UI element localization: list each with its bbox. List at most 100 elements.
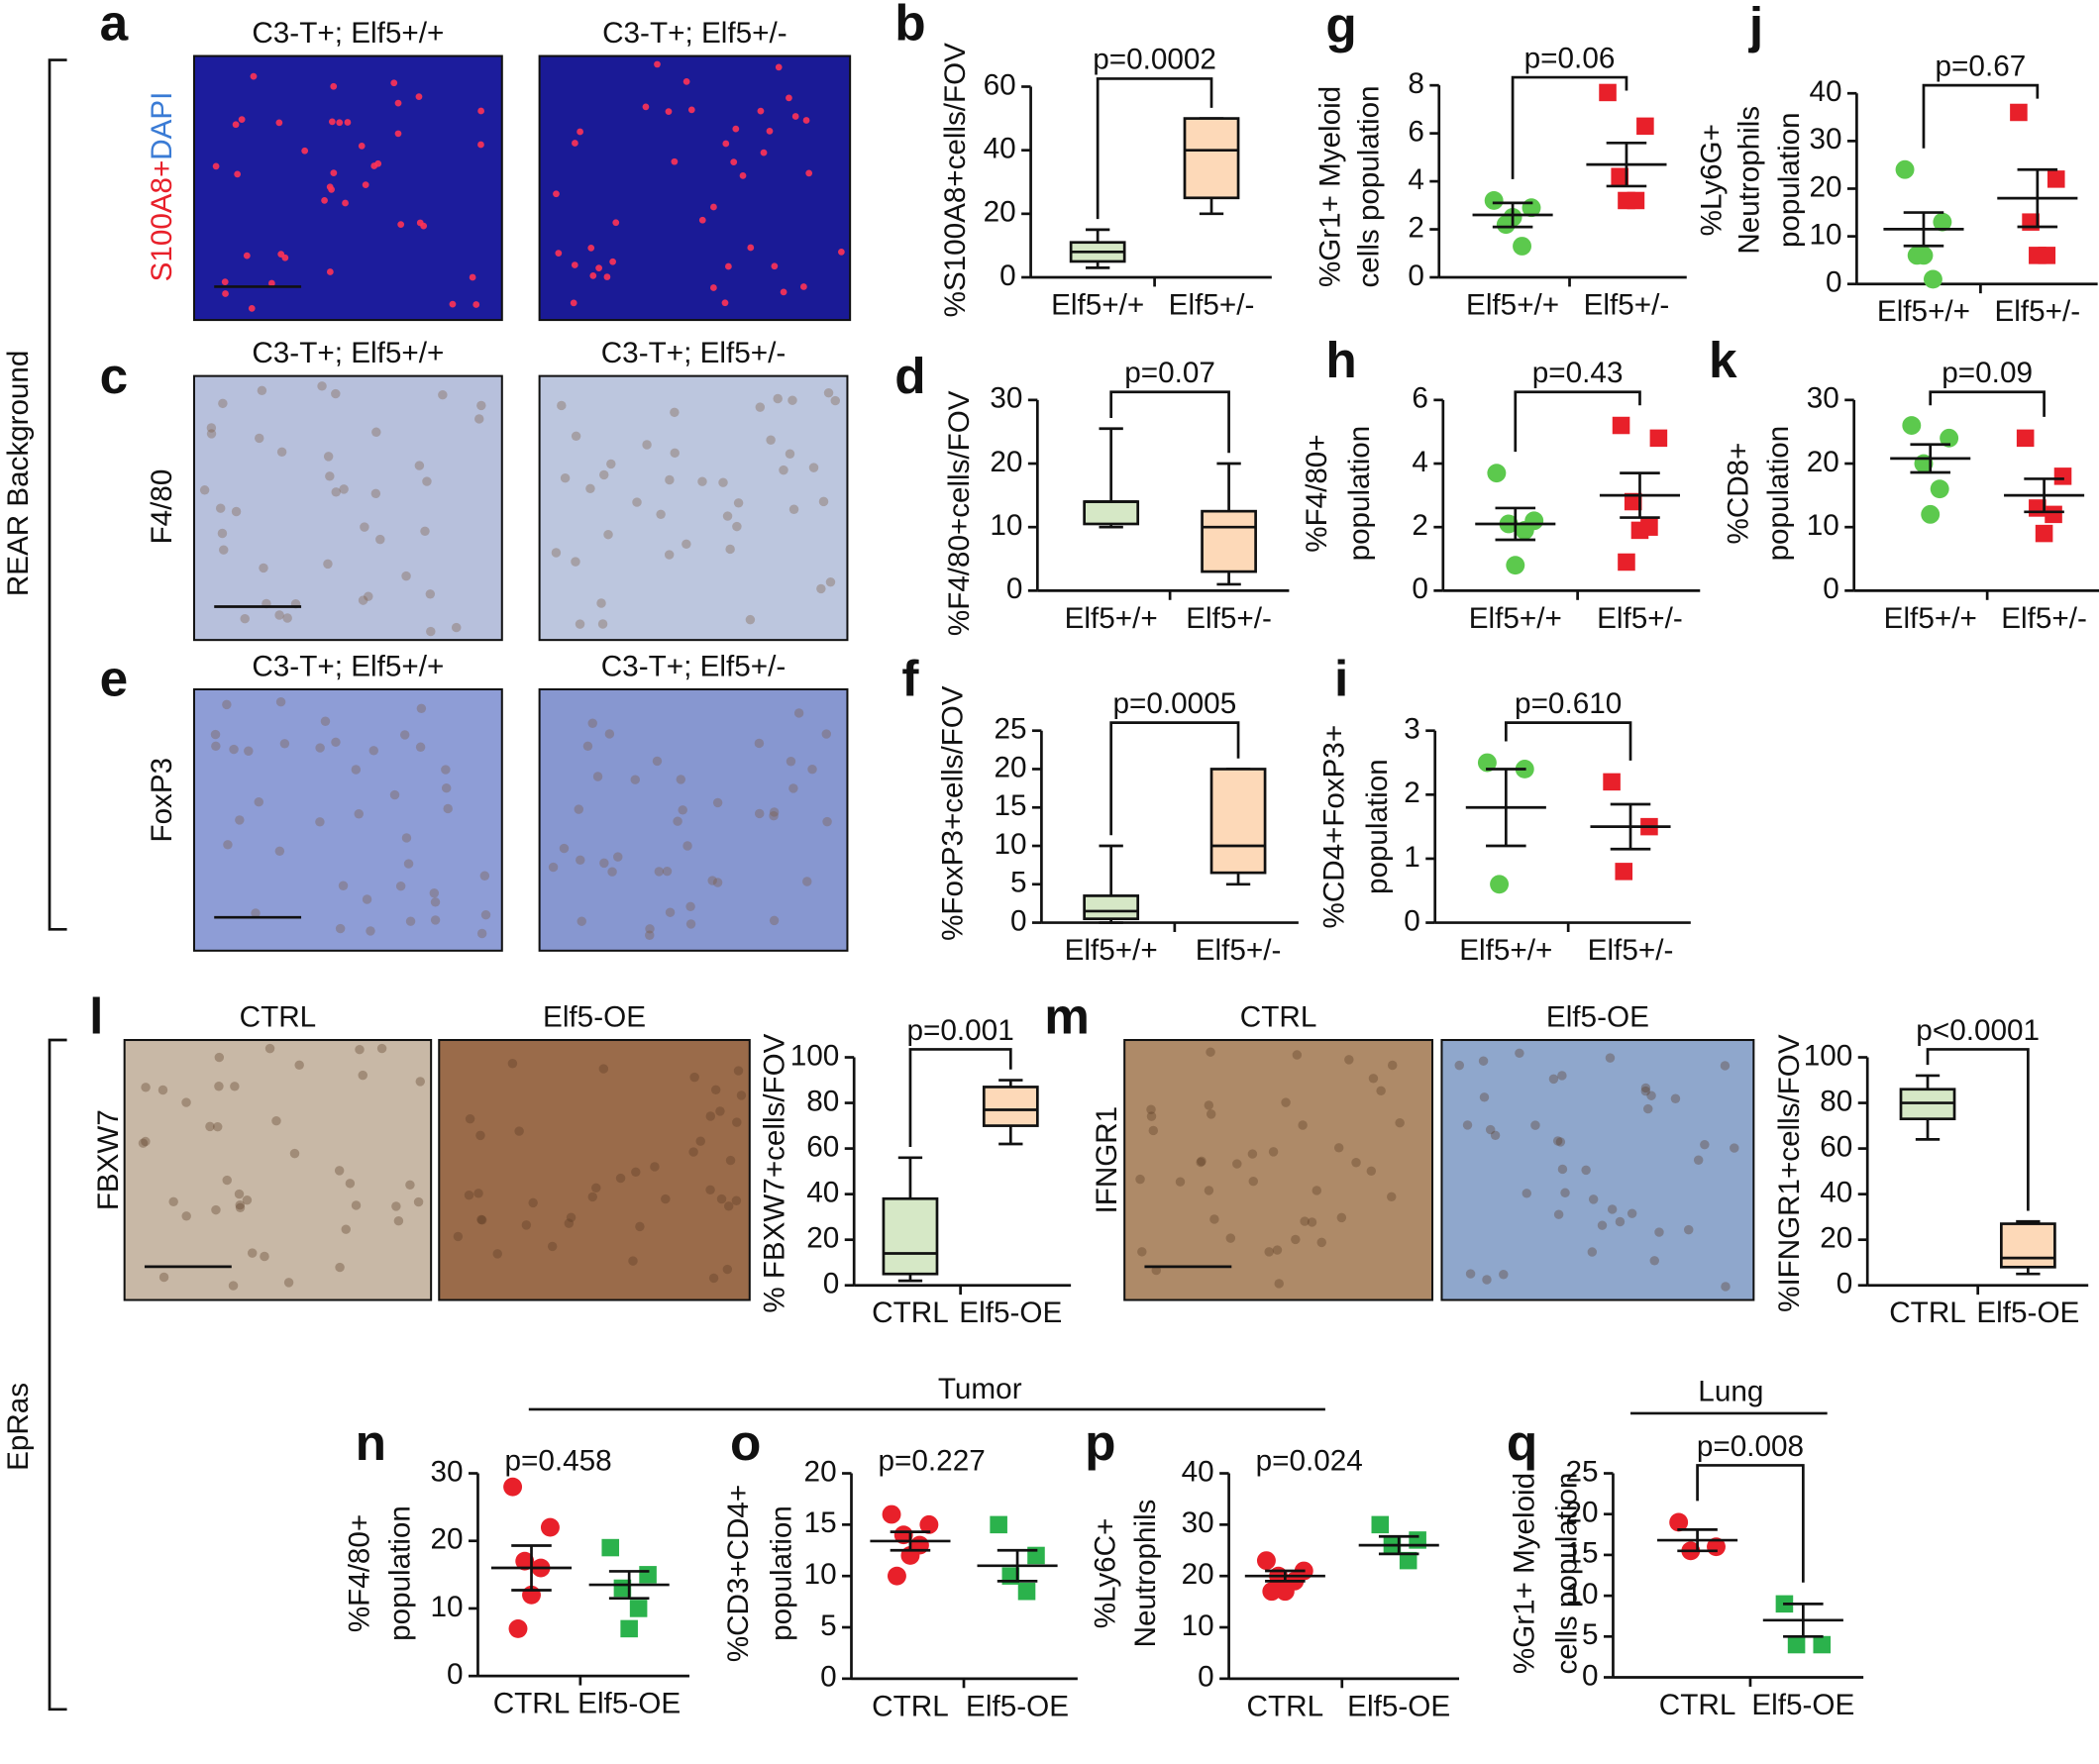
cell-spot bbox=[274, 610, 284, 620]
p-value: p=0.227 bbox=[879, 1445, 986, 1478]
cell-spot bbox=[1175, 1177, 1186, 1187]
cell-spot bbox=[472, 301, 480, 308]
cell-spot bbox=[733, 498, 744, 508]
cell-spot bbox=[228, 1281, 239, 1291]
cell-spot bbox=[1499, 1270, 1509, 1280]
cell-spot bbox=[682, 78, 690, 85]
point bbox=[1813, 1635, 1832, 1654]
cell-spot bbox=[632, 497, 642, 507]
group-bracket bbox=[48, 58, 67, 931]
cell-spot bbox=[218, 398, 228, 409]
cell-spot bbox=[429, 888, 440, 898]
y-tick-label: 10 bbox=[1182, 1609, 1214, 1642]
cell-spot bbox=[211, 741, 221, 752]
point bbox=[1895, 159, 1915, 179]
cell-spot bbox=[722, 1264, 733, 1275]
cell-spot bbox=[375, 534, 385, 545]
cell-spot bbox=[585, 483, 595, 494]
y-tick-label: 0 bbox=[1198, 1661, 1214, 1694]
cell-spot bbox=[1485, 1124, 1496, 1135]
cell-spot bbox=[1232, 1159, 1242, 1169]
cell-spot bbox=[721, 299, 729, 307]
cell-spot bbox=[1478, 1056, 1489, 1066]
panel-letter: c bbox=[100, 348, 129, 404]
cell-spot bbox=[240, 614, 250, 624]
cell-spot bbox=[282, 613, 292, 623]
x-tick-label: Elf5+/- bbox=[1597, 602, 1683, 635]
cell-spot bbox=[422, 476, 432, 486]
cell-spot bbox=[394, 130, 402, 138]
cell-spot bbox=[254, 797, 264, 807]
y-axis-label: % FBXW7+cells/FOV bbox=[759, 1033, 791, 1312]
cell-spot bbox=[688, 1147, 698, 1157]
stain-part: DAPI bbox=[146, 92, 178, 160]
cell-spot bbox=[438, 389, 448, 400]
cell-spot bbox=[1548, 1074, 1559, 1085]
cell-spot bbox=[181, 1211, 191, 1221]
y-tick-label: 20 bbox=[1809, 170, 1841, 203]
cell-spot bbox=[235, 1199, 245, 1210]
cell-spot bbox=[474, 414, 484, 424]
cell-spot bbox=[725, 544, 735, 555]
point bbox=[2035, 524, 2053, 543]
cell-spot bbox=[371, 427, 381, 437]
cell-spot bbox=[670, 448, 680, 459]
cell-spot bbox=[238, 116, 246, 124]
point bbox=[1477, 753, 1497, 773]
cell-spot bbox=[685, 901, 695, 912]
y-axis-label: population bbox=[383, 1505, 416, 1641]
cell-spot bbox=[235, 815, 245, 825]
cell-spot bbox=[1640, 1086, 1651, 1096]
side-label: EpRas bbox=[2, 1383, 35, 1471]
cell-spot bbox=[1587, 1247, 1598, 1257]
cell-spot bbox=[754, 808, 765, 819]
cell-spot bbox=[607, 867, 617, 877]
point bbox=[1487, 464, 1507, 483]
y-tick-label: 0 bbox=[999, 259, 1016, 292]
cell-spot bbox=[354, 809, 364, 819]
cell-spot bbox=[1522, 1189, 1531, 1198]
y-tick-label: 0 bbox=[1404, 904, 1420, 937]
cell-spot bbox=[786, 757, 796, 767]
cell-spot bbox=[514, 1126, 524, 1136]
cell-spot bbox=[1615, 1216, 1626, 1227]
cell-spot bbox=[1597, 1220, 1608, 1230]
y-tick-label: 6 bbox=[1412, 382, 1428, 415]
y-tick-label: 100 bbox=[1804, 1039, 1853, 1072]
cell-spot bbox=[234, 1189, 245, 1199]
cell-spot bbox=[664, 550, 675, 560]
cell-spot bbox=[1387, 1192, 1397, 1201]
cell-spot bbox=[1462, 1120, 1473, 1130]
micrograph bbox=[538, 374, 849, 642]
cell-spot bbox=[469, 273, 476, 281]
image-title: Elf5-OE bbox=[1546, 1000, 1649, 1033]
cell-spot bbox=[1281, 1097, 1291, 1107]
cell-spot bbox=[1607, 1204, 1618, 1214]
y-tick-label: 6 bbox=[1408, 115, 1424, 148]
box bbox=[1083, 500, 1140, 526]
y-tick-label: 80 bbox=[1820, 1085, 1852, 1117]
cell-spot bbox=[355, 1045, 365, 1055]
y-tick-label: 20 bbox=[431, 1523, 464, 1556]
y-tick-label: 40 bbox=[1809, 75, 1841, 108]
cell-spot bbox=[650, 1162, 660, 1172]
point bbox=[2047, 170, 2065, 188]
cell-spot bbox=[708, 1273, 719, 1284]
cell-spot bbox=[1368, 1074, 1379, 1084]
cell-spot bbox=[628, 1256, 638, 1266]
cell-spot bbox=[665, 108, 673, 115]
cell-spot bbox=[689, 1072, 699, 1083]
cell-spot bbox=[705, 1185, 715, 1195]
y-tick-label: 20 bbox=[990, 446, 1022, 478]
cell-spot bbox=[642, 103, 650, 111]
cell-spot bbox=[413, 1196, 424, 1207]
cell-spot bbox=[339, 484, 349, 494]
cell-spot bbox=[582, 741, 593, 752]
point bbox=[1787, 1635, 1806, 1654]
cell-spot bbox=[604, 729, 615, 739]
cell-spot bbox=[358, 142, 366, 150]
cell-spot bbox=[441, 765, 451, 775]
y-tick-label: 20 bbox=[804, 1455, 837, 1488]
micrograph bbox=[192, 54, 503, 322]
cell-spot bbox=[725, 1155, 736, 1166]
